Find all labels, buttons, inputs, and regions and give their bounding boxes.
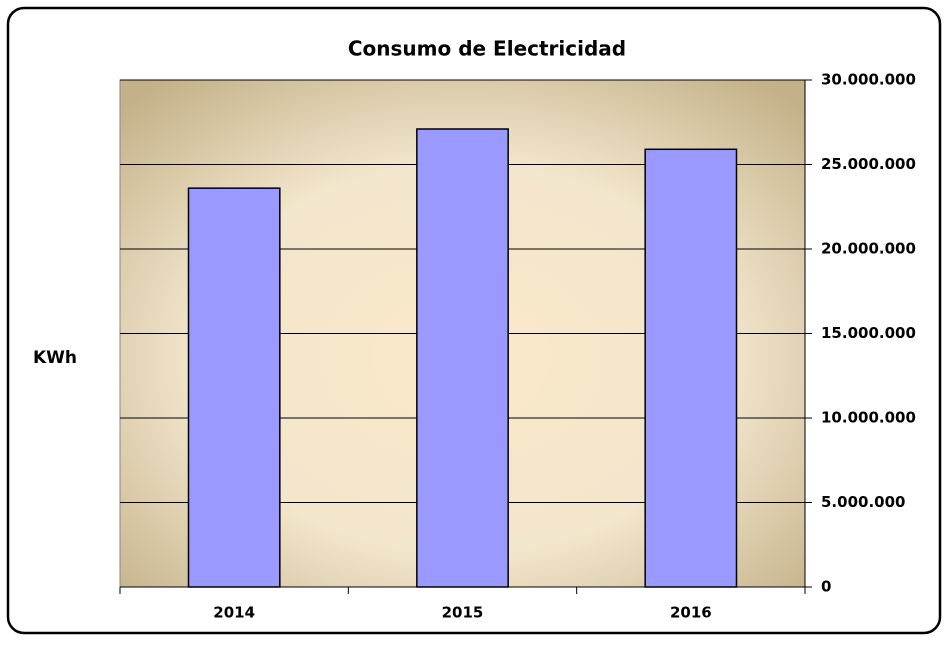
y-tick-label: 15.000.000 xyxy=(821,324,916,342)
x-tick-label: 2016 xyxy=(670,604,712,622)
x-tick-label: 2015 xyxy=(442,604,484,622)
y-tick-label: 0 xyxy=(821,578,831,596)
bar xyxy=(644,148,738,588)
y-tick-label: 20.000.000 xyxy=(821,240,916,258)
bar xyxy=(187,187,281,588)
chart-title: Consumo de Electricidad xyxy=(348,37,626,61)
y-axis-label: KWh xyxy=(33,348,77,368)
bar xyxy=(416,128,509,588)
y-tick-label: 10.000.000 xyxy=(821,409,916,427)
y-tick-label: 5.000.000 xyxy=(821,493,905,511)
x-tick-label: 2014 xyxy=(213,604,255,622)
y-tick-label: 25.000.000 xyxy=(821,155,916,173)
y-tick-label: 30.000.000 xyxy=(821,71,916,89)
